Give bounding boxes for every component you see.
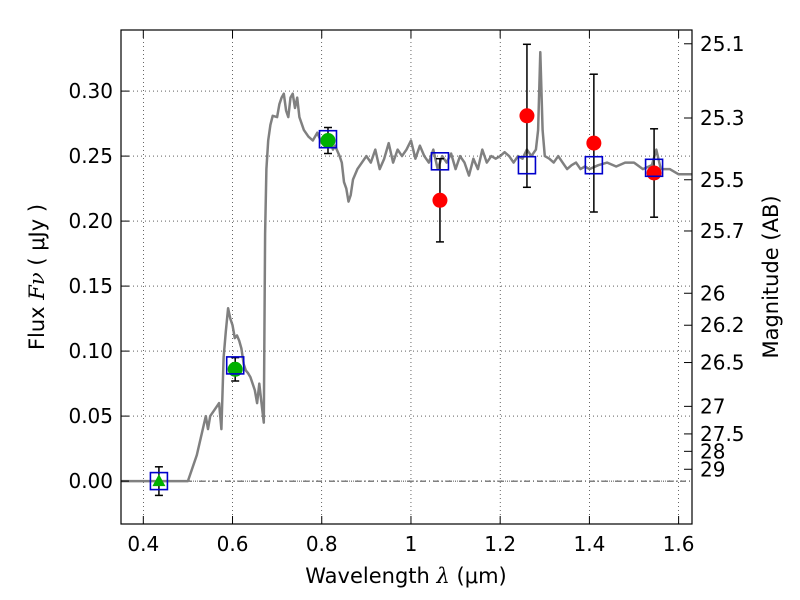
- y-tick-label: 0.10: [68, 339, 113, 363]
- y-axis-ticks: 0.00 0.05 0.10 0.15 0.20 0.25 0.30: [68, 79, 129, 493]
- model-photometry-squares: [149, 129, 664, 491]
- y-tick-label: 0.05: [68, 404, 113, 428]
- x-tick-label: 1.6: [663, 532, 695, 556]
- plot-background: [121, 30, 692, 524]
- magnitude-tick-label: 25.5: [700, 168, 745, 192]
- magnitude-tick-label: 25.7: [700, 219, 745, 243]
- model-photometry-square: [584, 155, 604, 175]
- observed-nir-marker: [586, 135, 602, 151]
- y-axis-label-unit: ( μJy ): [25, 204, 49, 266]
- y-tick-label: 0.25: [68, 144, 113, 168]
- x-axis-label: Wavelength λ (μm): [305, 564, 506, 588]
- upper-limit-triangle-marker: [152, 474, 166, 487]
- y-tick-label: 0.20: [68, 209, 113, 233]
- model-spectrum-line: [121, 50, 692, 483]
- model-photometry-square: [430, 152, 450, 171]
- observed-detection-marker: [320, 133, 336, 148]
- magnitude-axis-label: Magnitude (AB): [759, 195, 783, 358]
- magnitude-tick-label: 27.5: [700, 422, 745, 446]
- x-tick-label: 0.4: [127, 532, 159, 556]
- model-photometry-square: [517, 155, 537, 175]
- x-tick-label: 0.8: [306, 532, 338, 556]
- magnitude-tick-label: 25.1: [700, 32, 745, 56]
- y-tick-label: 0.00: [68, 469, 113, 493]
- model-photometry-square: [318, 129, 338, 149]
- y-tick-label: 0.30: [68, 79, 113, 103]
- x-tick-label: 1: [405, 532, 418, 556]
- magnitude-tick-label: 27: [700, 394, 725, 418]
- observed-nir-marker: [519, 108, 535, 124]
- x-axis-label-text: Wavelength: [305, 564, 430, 588]
- magnitude-tick-label: 25.3: [700, 106, 745, 130]
- observed-detection-marker: [227, 361, 243, 377]
- y-axis-label-symbol: Fν: [25, 272, 49, 301]
- magnitude-tick-label: 26.2: [700, 313, 745, 337]
- model-photometry-square: [644, 158, 664, 178]
- x-tick-label: 1.4: [573, 532, 605, 556]
- magnitude-tick-label: 26.5: [700, 351, 745, 375]
- model-photometry-square: [225, 356, 245, 375]
- y-axis-label-text: Flux: [25, 306, 49, 350]
- magnitude-tick-label: 28: [700, 439, 725, 463]
- model-photometry-square: [149, 471, 169, 491]
- plot-frame: [120, 29, 693, 525]
- y-tick-label: 0.15: [68, 274, 113, 298]
- y-axis-label: Flux Fν ( μJy ): [25, 204, 49, 350]
- data-markers: [152, 108, 662, 487]
- x-tick-label: 0.6: [217, 532, 249, 556]
- x-axis-label-symbol: λ: [436, 564, 450, 588]
- x-axis-label-unit: (μm): [457, 564, 507, 588]
- observed-nir-marker: [646, 165, 662, 181]
- magnitude-tick-label: 26: [700, 281, 725, 305]
- x-axis-ticks: 0.4 0.6 0.8 1 1.2 1.4 1.6: [127, 30, 695, 556]
- x-tick-label: 1.2: [484, 532, 516, 556]
- magnitude-tick-label: 29: [700, 457, 725, 481]
- observed-nir-marker: [432, 192, 448, 208]
